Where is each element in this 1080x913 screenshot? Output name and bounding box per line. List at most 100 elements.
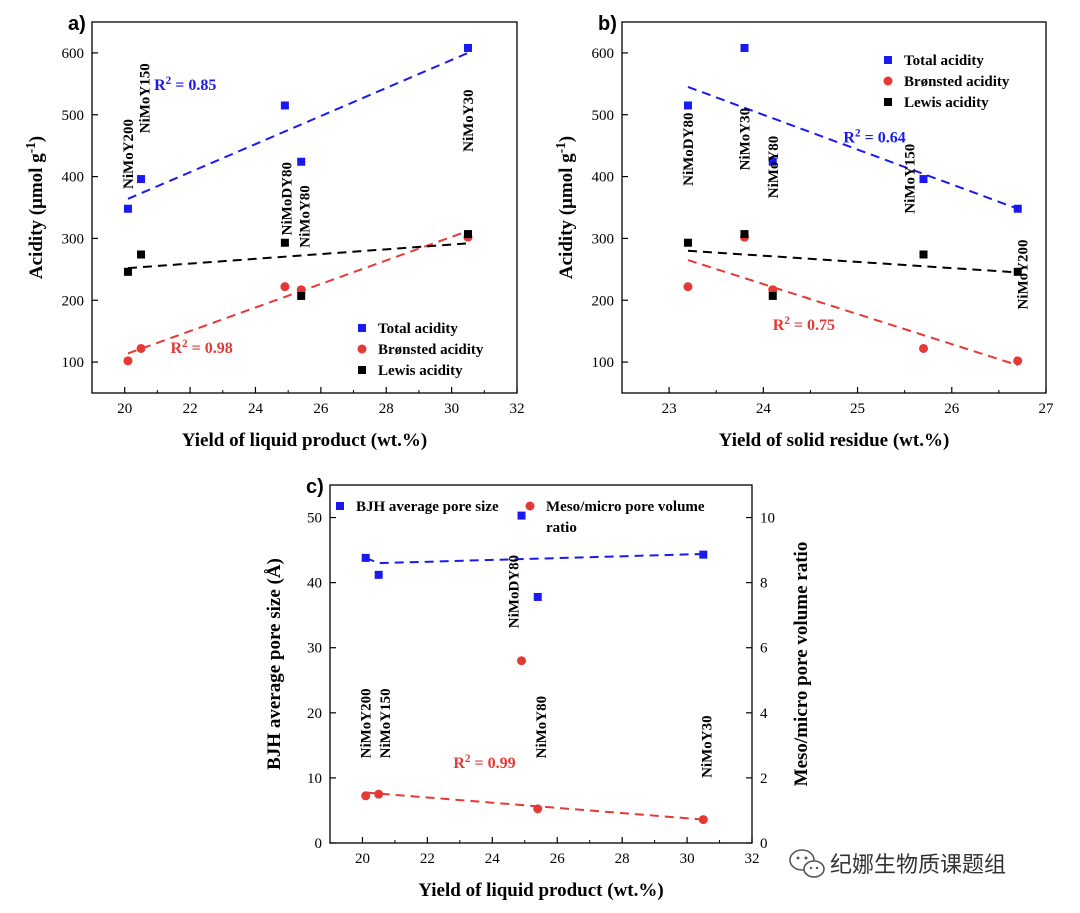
y-right-tick-label: 4 xyxy=(760,706,768,722)
data-point xyxy=(463,43,472,52)
y-tick-label: 200 xyxy=(592,293,615,309)
data-point xyxy=(683,101,692,110)
y-tick-label: 20 xyxy=(307,706,322,722)
y-right-tick-label: 2 xyxy=(760,771,768,787)
r2-annotation: R2 = 0.99 xyxy=(453,753,515,772)
y-tick-label: 400 xyxy=(62,170,85,186)
legend-label: Meso/micro pore volume ratio xyxy=(546,499,705,536)
data-point xyxy=(699,550,708,559)
x-tick-label: 28 xyxy=(615,851,630,867)
y-tick-label: 400 xyxy=(592,170,615,186)
plot-frame xyxy=(621,21,1047,394)
r2-annotation: R2 = 0.75 xyxy=(773,315,835,334)
x-axis-label: Yield of solid residue (wt.%) xyxy=(719,430,950,451)
sample-label: NiMoY80 xyxy=(766,136,782,199)
legend: Total acidity Brønsted acidity Lewis acidi… xyxy=(883,53,1010,111)
legend-marker xyxy=(358,324,366,332)
data-point xyxy=(280,282,290,292)
data-point xyxy=(1013,267,1022,276)
x-tick-label: 23 xyxy=(662,401,677,417)
legend-marker xyxy=(884,98,892,106)
legend-marker xyxy=(357,344,367,354)
fit-line xyxy=(365,552,704,565)
y-tick-label: 100 xyxy=(62,355,85,371)
x-tick-label: 20 xyxy=(355,851,370,867)
panel-c: c)20 22 24 26 28 30 32010203040500246810Yield … xyxy=(264,476,812,901)
legend: Total acidity Brønsted acidity Lewis acidi… xyxy=(357,321,484,379)
x-tick-label: 30 xyxy=(444,401,459,417)
sample-label: NiMoY150 xyxy=(378,688,394,758)
y-axis-label: Acidity (μmol g-1) xyxy=(23,136,48,279)
data-point xyxy=(517,656,527,666)
x-tick-label: 28 xyxy=(379,401,394,417)
y-axis-label: BJH average pore size (Å) xyxy=(264,558,285,770)
legend-marker xyxy=(336,502,344,510)
watermark: 纪娜生物质课题组 xyxy=(789,849,1006,878)
panel-a: a) 20 22 24 26 28 30 32 100 200 300 400 500 600 Yield … xyxy=(23,13,525,451)
y-tick-label: 100 xyxy=(592,355,615,371)
sample-label: NiMoY150 xyxy=(137,63,153,133)
y-tick-label: 40 xyxy=(307,576,322,592)
fit-line xyxy=(127,51,469,200)
data-point xyxy=(919,250,928,259)
x-tick-label: 26 xyxy=(550,851,566,867)
data-point xyxy=(740,230,749,239)
sample-label: NiMoY200 xyxy=(1015,240,1031,310)
y-tick-label: 300 xyxy=(592,231,615,247)
y-tick-label: 30 xyxy=(307,641,322,657)
y-tick-label: 0 xyxy=(315,836,323,852)
y-axis-label: Acidity (μmol g-1) xyxy=(553,136,578,279)
legend: BJH average pore size Meso/micro pore vol… xyxy=(336,499,705,536)
x-tick-label: 24 xyxy=(756,401,772,417)
fit-line xyxy=(687,249,1018,274)
sample-label: NiMoY30 xyxy=(737,108,753,171)
y-tick-label: 500 xyxy=(62,108,85,124)
x-tick-label: 24 xyxy=(485,851,501,867)
y-tick-label: 600 xyxy=(592,46,615,62)
data-point xyxy=(533,592,542,601)
y-tick-label: 600 xyxy=(62,46,85,62)
r2-annotation: R2 = 0.64 xyxy=(843,128,905,147)
data-point xyxy=(1013,356,1023,366)
data-point xyxy=(698,815,708,825)
sample-label: NiMoY150 xyxy=(902,144,918,214)
fit-line xyxy=(127,242,469,270)
data-point xyxy=(919,343,929,353)
panel-b: b) 23 24 25 26 27 100 200 300 400 500 600 Yield of s… xyxy=(553,13,1055,451)
data-point xyxy=(463,230,472,239)
x-tick-label: 26 xyxy=(944,401,960,417)
legend-label: Lewis acidity xyxy=(378,363,463,379)
legend-label: BJH average pore size xyxy=(356,499,499,515)
data-point xyxy=(374,789,384,799)
legend-label: Lewis acidity xyxy=(904,95,989,111)
legend-label: Total acidity xyxy=(378,321,458,337)
data-point xyxy=(361,791,371,801)
legend-marker xyxy=(884,56,892,64)
y-tick-label: 500 xyxy=(592,108,615,124)
x-tick-label: 26 xyxy=(313,401,329,417)
data-point xyxy=(297,157,306,166)
plot-frame xyxy=(329,484,753,844)
data-point xyxy=(123,267,132,276)
x-axis-label: Yield of liquid product (wt.%) xyxy=(182,430,427,451)
data-point xyxy=(768,291,777,300)
panel-label: c) xyxy=(306,476,324,498)
y-right-tick-label: 10 xyxy=(760,511,775,527)
x-tick-label: 24 xyxy=(248,401,264,417)
sample-label: NiMoDY80 xyxy=(506,555,522,628)
x-tick-label: 22 xyxy=(420,851,435,867)
data-point xyxy=(768,157,777,166)
legend-marker xyxy=(883,76,893,86)
plot-frame xyxy=(91,21,518,394)
x-tick-label: 30 xyxy=(680,851,695,867)
legend-label: Brønsted acidity xyxy=(904,74,1010,90)
y-right-tick-label: 0 xyxy=(760,836,768,852)
data-point xyxy=(137,175,146,184)
data-point xyxy=(136,343,146,353)
legend-marker xyxy=(525,501,535,511)
watermark-text: 纪娜生物质课题组 xyxy=(830,853,1006,878)
sample-label: NiMoY200 xyxy=(359,688,375,758)
data-point xyxy=(280,238,289,247)
sample-label: NiMoY80 xyxy=(298,185,314,248)
